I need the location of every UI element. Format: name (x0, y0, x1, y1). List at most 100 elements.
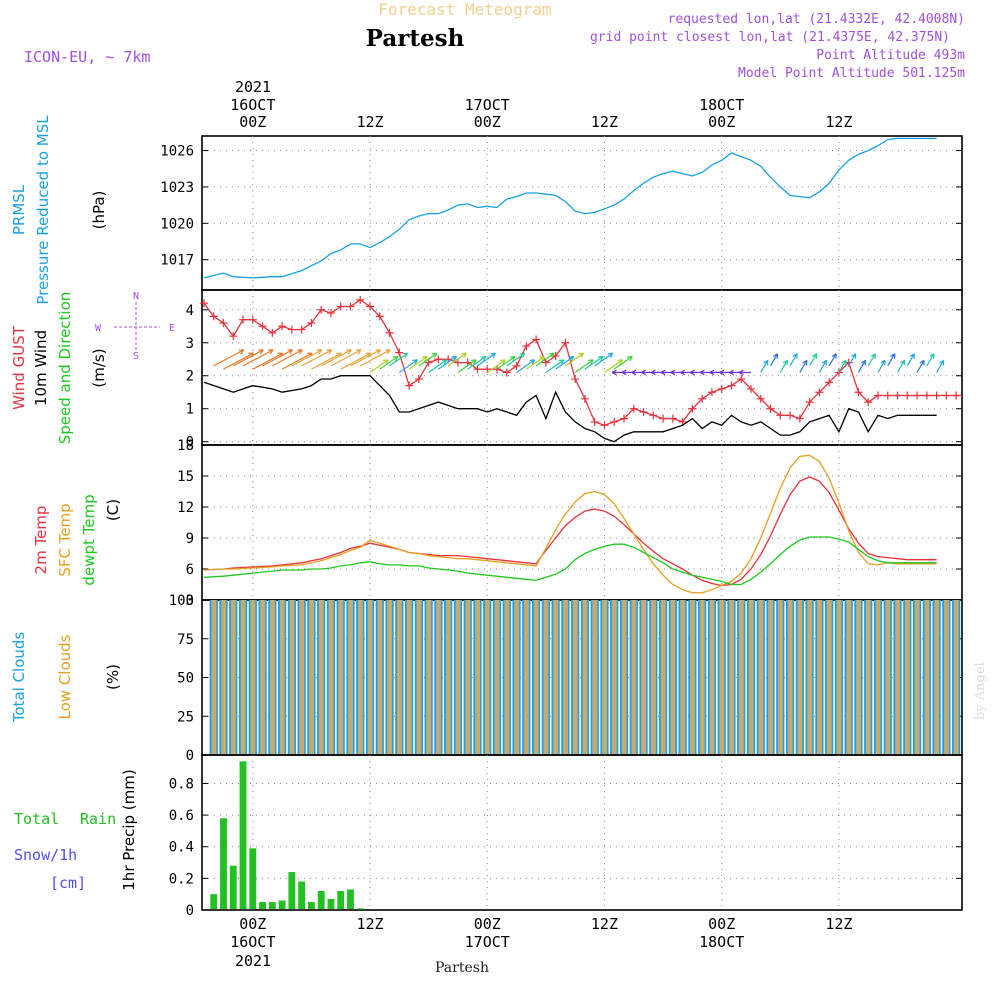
wind10m-label: 10m Wind (32, 330, 50, 406)
gust-point (942, 391, 951, 400)
bar-low-clouds (914, 600, 920, 754)
y-tick-label: 50 (177, 671, 194, 687)
wind-arrow (311, 352, 342, 370)
gust-point (688, 404, 697, 413)
meteogram-title: Forecast Meteogram (378, 0, 551, 19)
wind-arrow (330, 349, 362, 367)
bar-low-clouds (445, 600, 451, 754)
bar-low-clouds (641, 600, 647, 754)
wind-arrow (369, 359, 389, 373)
gust-point (659, 414, 668, 423)
wind-arrow-head (529, 359, 536, 365)
y-tick-label: 0.2 (169, 871, 194, 887)
wind-arrow-head (558, 359, 565, 365)
gust-point (248, 315, 257, 324)
gust-point (776, 411, 785, 420)
low-clouds-label: Low Clouds (56, 634, 74, 719)
wind-arrow-head (385, 349, 391, 355)
rain-label: Rain (80, 810, 116, 828)
wind-arrow-head (689, 369, 695, 376)
wind-labels: Wind GUST 10m Wind Speed and Direction (… (10, 292, 108, 445)
bar-low-clouds (631, 600, 637, 754)
bar-rain (278, 900, 286, 909)
temp-unit-label: (C) (104, 499, 122, 521)
gust-point (737, 375, 746, 384)
wind-arrow (223, 352, 254, 370)
gust-point (639, 408, 648, 417)
time-tick-label-bottom: 12Z (356, 915, 383, 933)
bar-low-clouds (318, 600, 324, 754)
gust-point (746, 384, 755, 393)
wind-arrow (428, 359, 447, 373)
bar-low-clouds (367, 600, 373, 754)
gust-point (219, 318, 228, 327)
gust-point (756, 394, 765, 403)
wind-arrow (408, 356, 428, 370)
wind-arrow (799, 360, 808, 373)
time-tick-label-bottom: 00Z (708, 915, 735, 933)
wind-arrow-head (578, 352, 584, 358)
y-tick-label: 0 (186, 435, 194, 451)
wind-arrow (525, 356, 545, 370)
bar-low-clouds (377, 600, 383, 754)
y-tick-label: 3 (186, 593, 194, 609)
wind-arrow-head (539, 355, 545, 362)
time-tick-label-bottom: 00Z (474, 915, 501, 933)
wind-arrow-head (890, 353, 896, 359)
wind-arrow-head (621, 369, 627, 376)
wind-arrow (613, 356, 633, 370)
bar-low-clouds (807, 600, 813, 754)
bar-low-clouds (563, 600, 568, 754)
bar-low-clouds (533, 600, 539, 754)
wind-arrow (486, 359, 506, 373)
time-tick-label-bottom: 12Z (591, 915, 618, 933)
compass-n: N (133, 291, 139, 302)
wind-arrow-head (860, 359, 867, 366)
wind-arrow-head (412, 359, 418, 365)
wind-arrow (906, 353, 915, 367)
wind-arrow-head (451, 355, 457, 362)
compass-e: E (169, 323, 175, 334)
bar-low-clouds (856, 600, 861, 754)
bar-rain (229, 865, 237, 909)
gust-point (883, 391, 892, 400)
y-tick-label: 12 (177, 500, 194, 516)
bar-low-clouds (944, 600, 949, 754)
wind-arrow-head (929, 353, 935, 359)
bar-low-clouds (484, 600, 490, 754)
bar-low-clouds (523, 600, 529, 754)
gust-point (424, 358, 433, 367)
bar-low-clouds (572, 600, 578, 754)
wind-arrow-head (519, 352, 526, 358)
total-clouds-label: Total Clouds (10, 632, 28, 724)
wind-arrow-head (316, 349, 323, 355)
wind-arrow (926, 353, 935, 367)
bar-low-clouds (650, 600, 656, 754)
panel-frame (201, 444, 963, 601)
y-tick-label: 15 (177, 469, 194, 485)
bar-low-clouds (797, 600, 803, 754)
bar-low-clouds (895, 600, 901, 754)
wind-arrow-head (870, 353, 876, 359)
gust-point (434, 355, 443, 364)
temp-labels: 2m Temp SFC Temp dewpt Temp (C) (32, 494, 122, 585)
wind-arrow (565, 352, 584, 367)
wind-arrow (516, 359, 535, 373)
bar-low-clouds (592, 600, 598, 754)
wind-arrow-head (258, 349, 264, 355)
bar-rain (210, 894, 218, 909)
prmsl-label: PRMSL (10, 184, 28, 235)
gust-point (795, 414, 804, 423)
snow-label: Snow/1h (14, 846, 77, 864)
precip-labels: Total Rain Snow/1h [cm] 1hr Precip (mm) (14, 769, 138, 892)
wind-arrow-head (568, 355, 575, 362)
gust-point (766, 404, 775, 413)
gust-point (580, 394, 589, 403)
gust-point (913, 391, 922, 400)
wind-arrow (535, 352, 555, 367)
model-altitude: Model Point Altitude 501.125m (738, 66, 965, 81)
wind-dir-label: Speed and Direction (56, 292, 74, 445)
wind-arrow-head (909, 353, 915, 359)
wind-arrow (477, 352, 496, 367)
